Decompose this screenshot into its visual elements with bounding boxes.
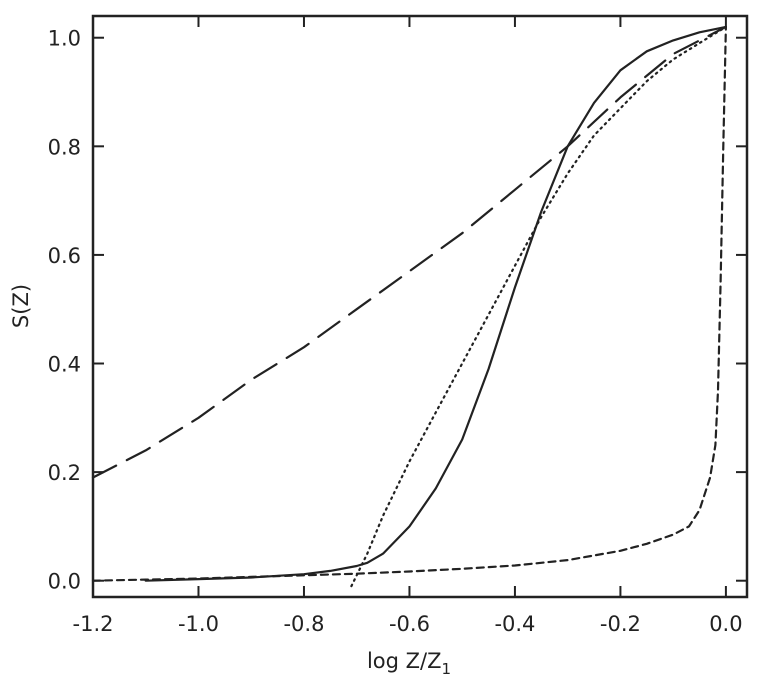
curve-short-dash: [91, 25, 728, 582]
x-axis-label-main: log Z/Z: [367, 649, 442, 673]
x-tick-label-3: -0.6: [389, 612, 430, 636]
plot-frame: [91, 14, 749, 599]
curve-long-dash: [91, 25, 728, 479]
curve-solid: [144, 25, 728, 582]
y-tick-label-1: 0.2: [48, 461, 81, 485]
curves: [91, 25, 728, 588]
x-tick-label-1: -1.0: [178, 612, 219, 636]
x-tick-label-0: -1.2: [73, 612, 114, 636]
x-axis-label-subscript: 1: [442, 660, 452, 678]
curve-dotted: [350, 25, 728, 588]
x-axis-ticks: -1.2 -1.0 -0.8 -0.6 -0.4 -0.2 0.0: [73, 16, 743, 636]
x-tick-label-2: -0.8: [283, 612, 324, 636]
y-axis-ticks: 0.0 0.2 0.4 0.6 0.8 1.0: [48, 27, 747, 594]
x-axis-label: log Z/Z1: [367, 649, 451, 678]
y-tick-label-0: 0.0: [48, 570, 81, 594]
y-tick-label-2: 0.4: [48, 353, 81, 377]
x-tick-label-4: -0.4: [494, 612, 535, 636]
x-tick-label-5: -0.2: [600, 612, 641, 636]
y-tick-label-3: 0.6: [48, 244, 81, 268]
y-axis-label: S(Z): [9, 284, 33, 328]
y-tick-label-4: 0.8: [48, 135, 81, 159]
y-tick-label-5: 1.0: [48, 27, 81, 51]
x-tick-label-6: 0.0: [709, 612, 742, 636]
